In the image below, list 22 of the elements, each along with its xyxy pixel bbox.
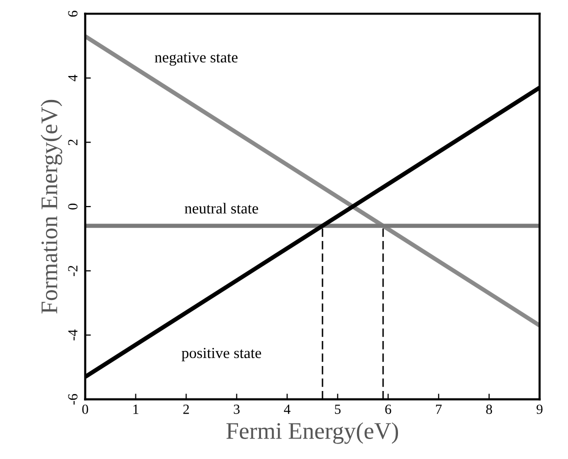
y-tick-label: 2: [68, 140, 78, 146]
x-tick-label: 7: [436, 404, 442, 414]
x-tick-label: 3: [234, 404, 240, 414]
y-tick-label: 4: [68, 74, 78, 82]
series-label: neutral state: [184, 202, 258, 214]
series-label: negative state: [154, 52, 238, 66]
x-axis-title: Fermi Energy(eV): [226, 422, 398, 444]
y-tick-label: 6: [68, 10, 78, 17]
series-label: positive state: [182, 348, 262, 362]
x-tick-label: 9: [536, 404, 543, 414]
y-tick-label: -4: [68, 330, 78, 340]
x-tick-label: 8: [486, 404, 492, 414]
x-tick-label: 1: [133, 404, 138, 414]
y-tick-label: 0: [68, 204, 78, 210]
y-tick-label: -6: [68, 394, 78, 405]
x-tick-label: 2: [183, 404, 189, 414]
x-tick-label: 4: [284, 404, 290, 414]
y-tick-label: -2: [68, 266, 78, 276]
x-tick-label: 5: [334, 404, 341, 414]
y-axis-title: Formation Energy(eV): [40, 100, 62, 314]
x-tick-label: 6: [385, 404, 392, 414]
x-tick-label: 0: [82, 404, 88, 414]
